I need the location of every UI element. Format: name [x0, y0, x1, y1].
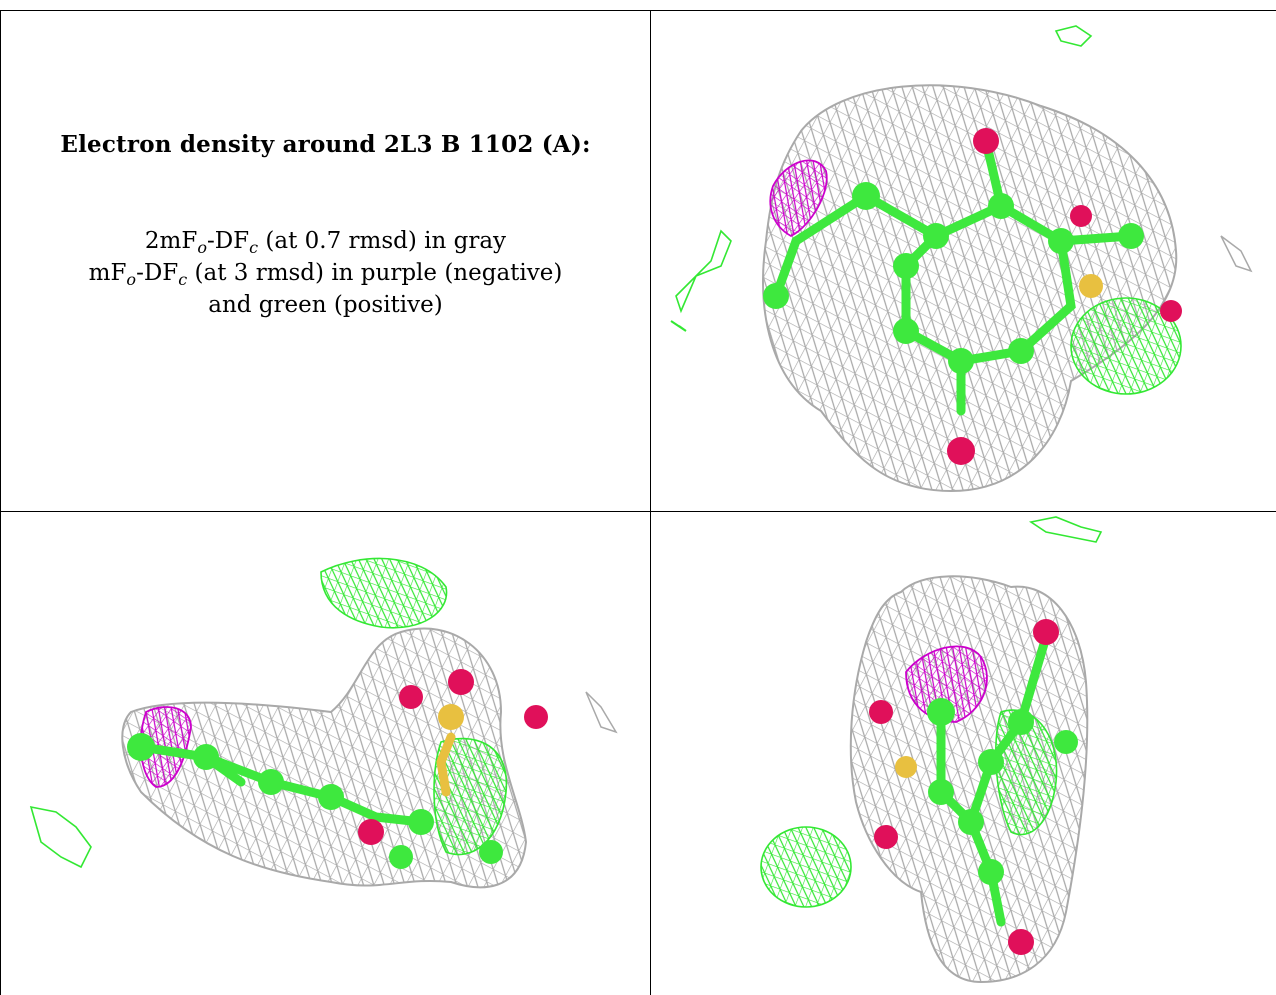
- legend-line-2fofc: 2mFo-DFc (at 0.7 rmsd) in gray: [144, 228, 507, 257]
- density-positive-mesh: [320, 557, 448, 629]
- density-positive-fragment: [29, 805, 92, 869]
- density-2fofc-mesh: [762, 84, 1178, 493]
- legend-line-positive: and green (positive): [208, 292, 443, 318]
- ligand-atoms: [763, 128, 1182, 465]
- density-positive-mesh: [760, 826, 852, 908]
- ligand-atoms: [869, 619, 1078, 955]
- ligand-atoms: [127, 669, 548, 869]
- legend-text: 2mFo-DFc (at 0.7 rmsd) in gray mFo-DFc (…: [89, 226, 563, 320]
- figure-title: Electron density around 2L3 B 1102 (A):: [60, 131, 591, 158]
- density-negative-mesh: [905, 645, 988, 723]
- density-2fofc-fragment: [1220, 235, 1253, 273]
- view-top-right: [670, 25, 1253, 493]
- density-positive-fragment: [670, 320, 687, 332]
- density-positive-fragment: [675, 229, 732, 314]
- view-bottom-left: [29, 557, 618, 889]
- legend-line-fofc: mFo-DFc (at 3 rmsd) in purple (negative): [88, 260, 563, 289]
- divider-horizontal: [0, 511, 1276, 512]
- density-negative-mesh: [769, 159, 828, 238]
- border-top: [0, 10, 1276, 11]
- caption-cell: Electron density around 2L3 B 1102 (A): …: [1, 11, 650, 510]
- density-positive-mesh: [1070, 297, 1182, 395]
- density-positive-fragment: [1054, 25, 1093, 47]
- density-positive-fragment: [1028, 516, 1103, 543]
- view-bottom-right: [760, 516, 1103, 984]
- divider-vertical: [650, 10, 651, 995]
- border-left: [0, 10, 1, 995]
- density-2fofc-fragment: [585, 691, 618, 734]
